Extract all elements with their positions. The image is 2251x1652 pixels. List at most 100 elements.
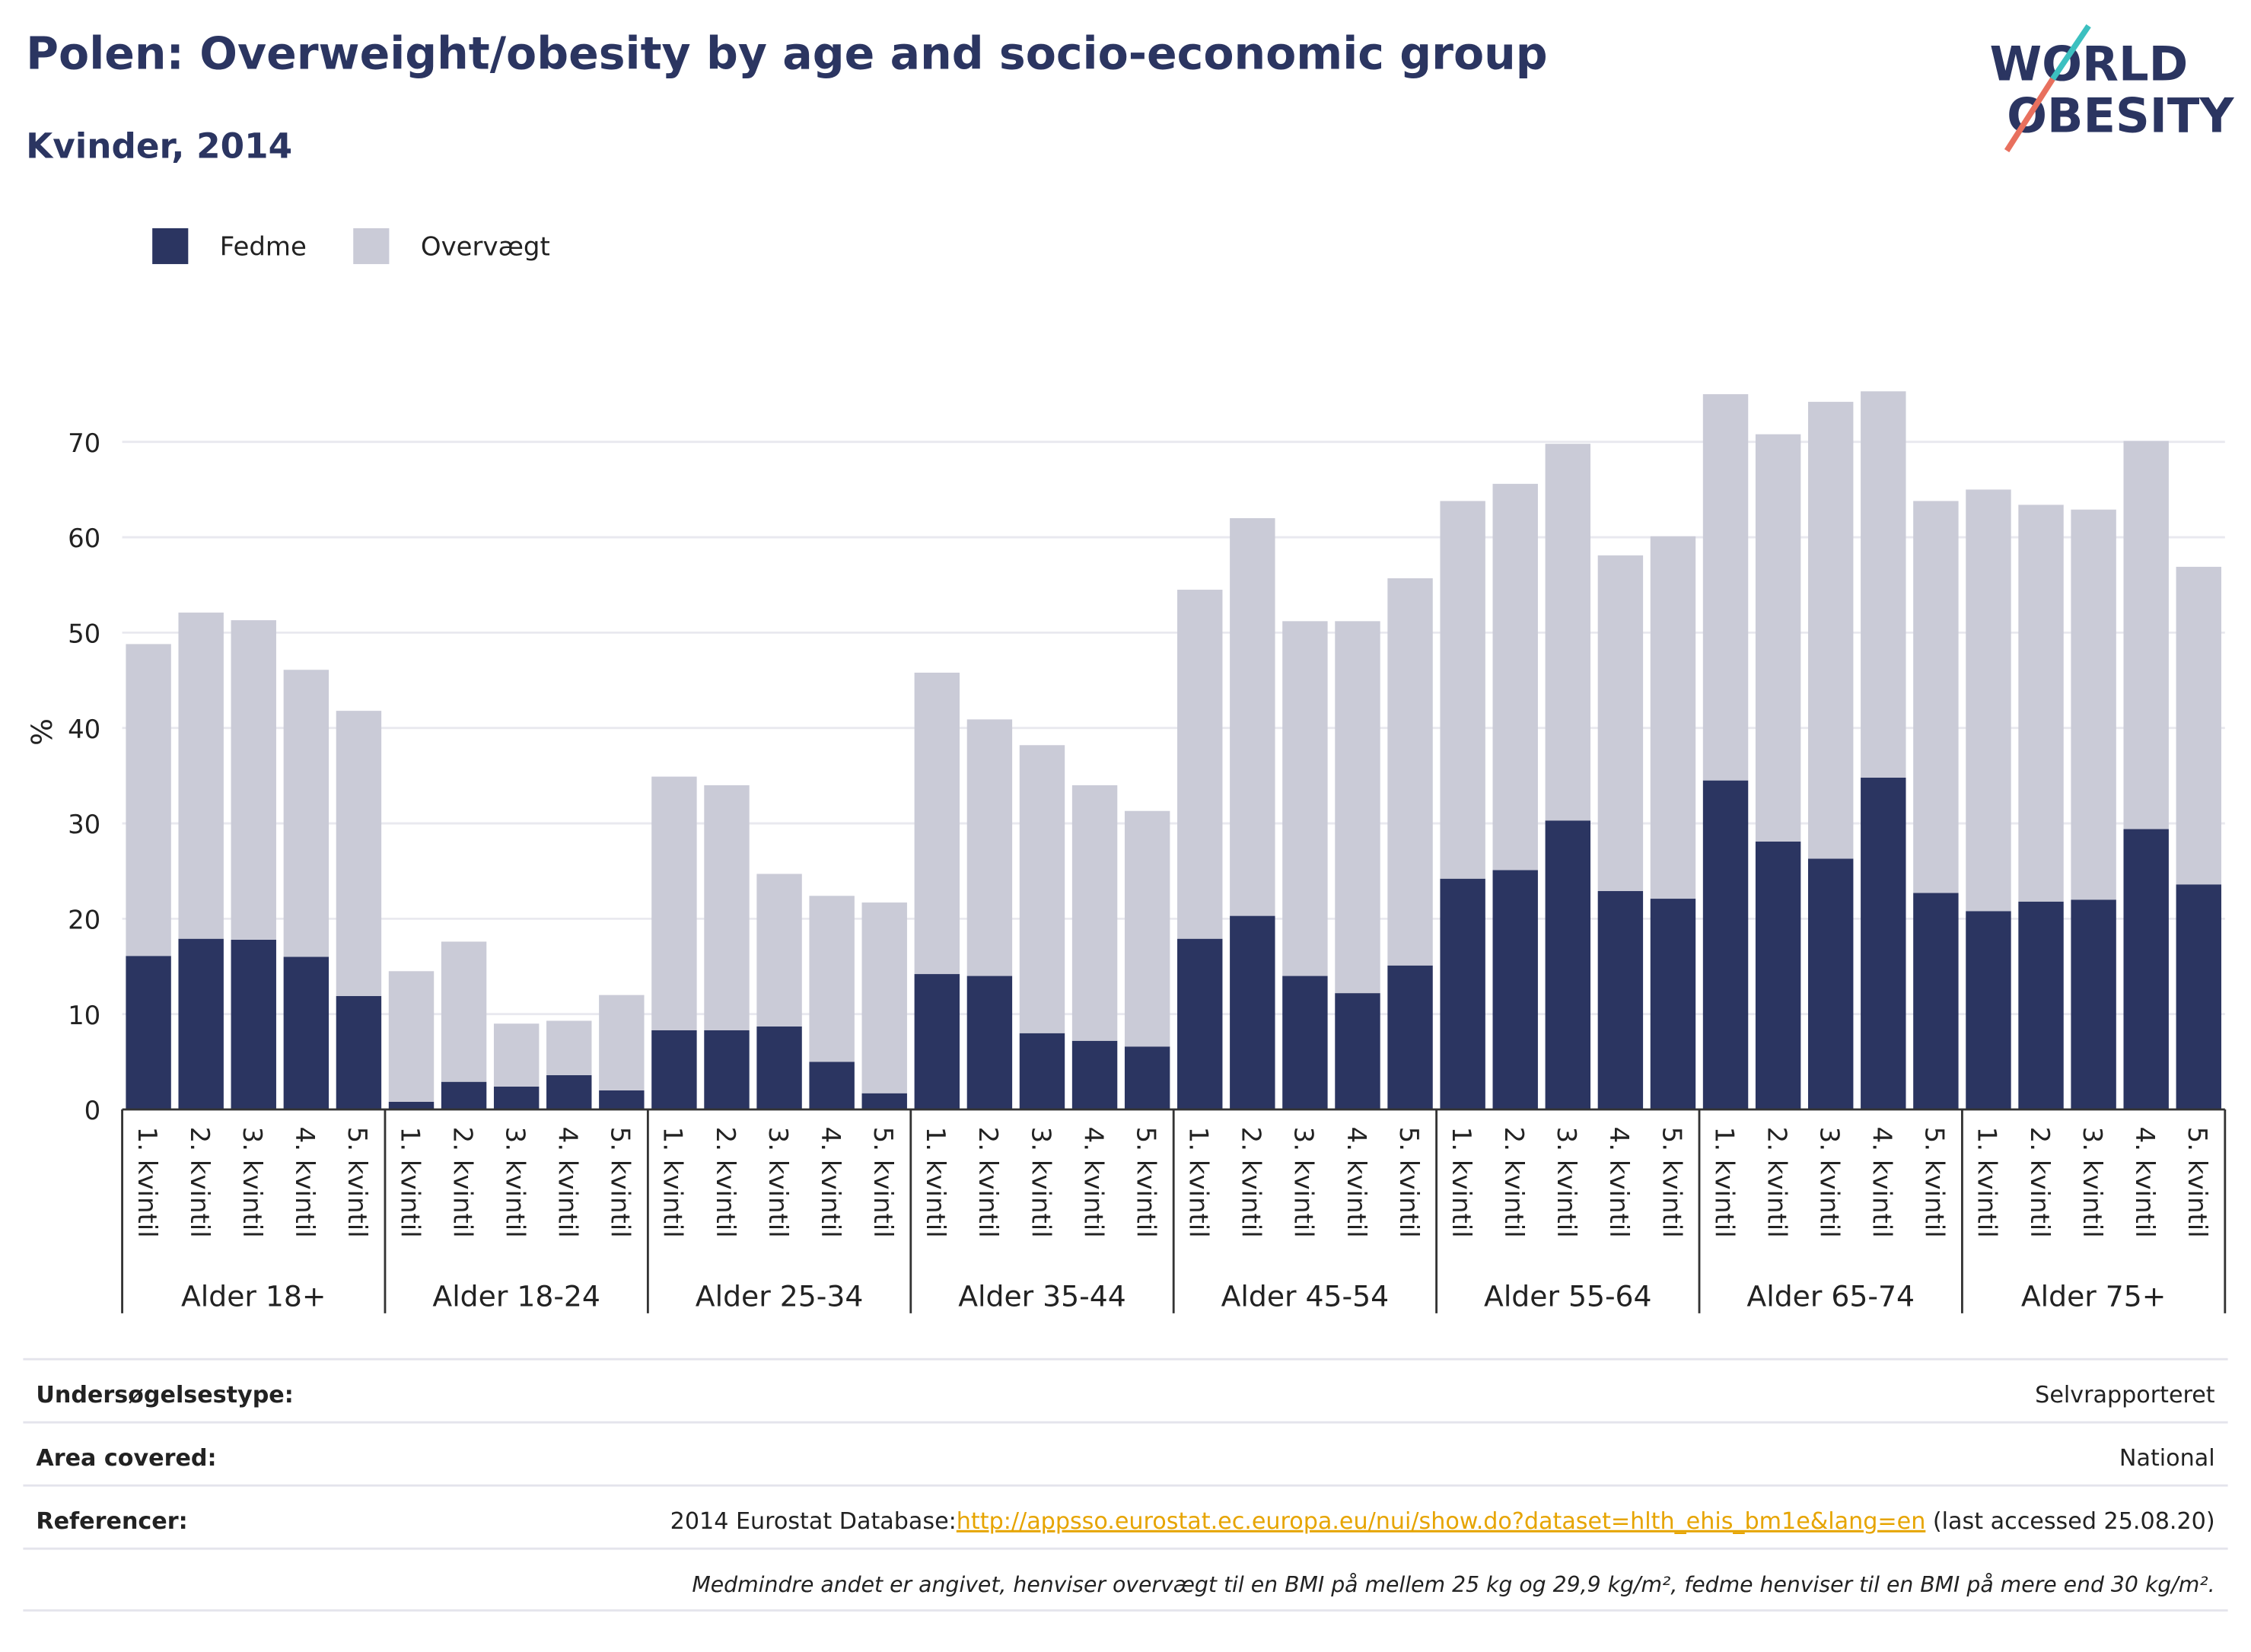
bar: [388, 971, 435, 1102]
group-label: Alder 18+: [181, 1279, 326, 1313]
info-value: Selvrapporteret: [2035, 1382, 2215, 1408]
x-tick-label: 5. kvintil: [2182, 1127, 2212, 1238]
reference: 2014 Eurostat Database:http://appsso.eur…: [670, 1508, 2215, 1535]
x-tick-label: 1. kvintil: [394, 1127, 425, 1238]
bar: [546, 1074, 592, 1110]
bar: [599, 995, 645, 1090]
bar: [1387, 578, 1433, 966]
bar: [2176, 884, 2221, 1110]
bar: [809, 896, 855, 1062]
bar: [1755, 841, 1801, 1110]
bar: [1230, 915, 1275, 1110]
group-label: Alder 55-64: [1484, 1279, 1652, 1313]
x-tick-label: 3. kvintil: [2077, 1127, 2107, 1238]
x-tick-label: 5. kvintil: [1130, 1127, 1161, 1238]
x-tick-label: 5. kvintil: [342, 1127, 372, 1238]
bar: [1492, 483, 1538, 871]
bar: [861, 1093, 907, 1110]
bar: [1177, 589, 1223, 939]
bar: [651, 1030, 697, 1110]
bar: [966, 719, 1013, 976]
bar: [809, 1062, 855, 1110]
reference-prefix: 2014 Eurostat Database:: [670, 1508, 957, 1535]
bar: [1702, 394, 1749, 781]
note: Medmindre andet er angivet, henviser ove…: [692, 1572, 2214, 1597]
bar: [1019, 1033, 1065, 1110]
x-tick-label: 4. kvintil: [1078, 1127, 1108, 1238]
bar: [756, 1026, 802, 1110]
x-tick-label: 4. kvintil: [289, 1127, 320, 1238]
bar: [283, 957, 330, 1110]
x-tick-label: 5. kvintil: [1393, 1127, 1424, 1238]
x-tick-label: 3. kvintil: [763, 1127, 793, 1238]
y-tick-label: 50: [68, 619, 100, 650]
bar: [1702, 780, 1749, 1110]
bar: [126, 956, 171, 1110]
bar: [441, 941, 487, 1082]
bar: [2176, 566, 2221, 885]
bar: [1650, 536, 1696, 899]
x-tick-label: 1. kvintil: [1708, 1127, 1739, 1238]
logo-line1: WORLD: [1989, 37, 2188, 92]
bar: [861, 902, 907, 1093]
x-tick-label: 2. kvintil: [2024, 1127, 2055, 1238]
bar: [336, 711, 382, 996]
y-tick-label: 70: [68, 428, 100, 459]
logo-slash: [2004, 77, 2055, 153]
bar: [1282, 976, 1328, 1110]
bar: [2123, 829, 2169, 1110]
bar: [1071, 1040, 1118, 1110]
bar: [1071, 785, 1118, 1041]
group-label: Alder 25-34: [696, 1279, 864, 1313]
x-tick-label: 1. kvintil: [920, 1127, 950, 1238]
y-tick-label: 20: [68, 906, 100, 936]
bar: [1387, 965, 1433, 1110]
bar: [2071, 899, 2116, 1110]
x-tick-label: 4. kvintil: [815, 1127, 845, 1238]
y-tick-label: 0: [84, 1096, 101, 1126]
x-tick-label: 4. kvintil: [1603, 1127, 1634, 1238]
x-tick-label: 4. kvintil: [552, 1127, 583, 1238]
bar: [651, 776, 697, 1030]
bar: [914, 974, 960, 1110]
bar: [388, 1101, 435, 1110]
group-label: Alder 35-44: [958, 1279, 1126, 1313]
bar: [1913, 501, 1959, 893]
bar: [2018, 505, 2064, 902]
bar: [1808, 858, 1854, 1110]
bar: [1650, 899, 1696, 1110]
bar: [1545, 444, 1591, 821]
bar: [1440, 878, 1485, 1110]
legend-label: Overvægt: [421, 232, 550, 263]
chart-subtitle: Kvinder, 2014: [26, 126, 292, 166]
reference-suffix: (last accessed 25.08.20): [1925, 1508, 2214, 1535]
bar: [599, 1090, 645, 1110]
bar: [1124, 810, 1170, 1047]
x-tick-label: 5. kvintil: [1919, 1127, 1950, 1238]
bar: [546, 1020, 592, 1075]
y-axis-label: %: [25, 718, 59, 746]
x-tick-label: 5. kvintil: [605, 1127, 635, 1238]
info-label: Area covered:: [36, 1445, 216, 1472]
bar: [2123, 441, 2169, 829]
x-tick-label: 1. kvintil: [1446, 1127, 1476, 1238]
bar: [1966, 489, 2011, 912]
reference-link[interactable]: http://appsso.eurostat.ec.europa.eu/nui/…: [957, 1508, 1926, 1535]
bar: [1282, 621, 1328, 976]
bar: [1230, 517, 1275, 916]
info-value: National: [2119, 1445, 2215, 1472]
bar: [1966, 911, 2011, 1110]
legend-swatch: [353, 228, 390, 265]
bar: [1177, 938, 1223, 1110]
bar: [1019, 745, 1065, 1033]
y-tick-label: 10: [68, 1001, 100, 1031]
info-label: Referencer:: [36, 1508, 187, 1535]
x-tick-label: 3. kvintil: [499, 1127, 530, 1238]
chart-title: Polen: Overweight/obesity by age and soc…: [26, 28, 1547, 80]
x-tick-label: 1. kvintil: [657, 1127, 688, 1238]
bar: [1440, 501, 1485, 879]
logo-slash: [2050, 24, 2091, 81]
group-label: Alder 18-24: [432, 1279, 600, 1313]
bar: [1492, 870, 1538, 1110]
